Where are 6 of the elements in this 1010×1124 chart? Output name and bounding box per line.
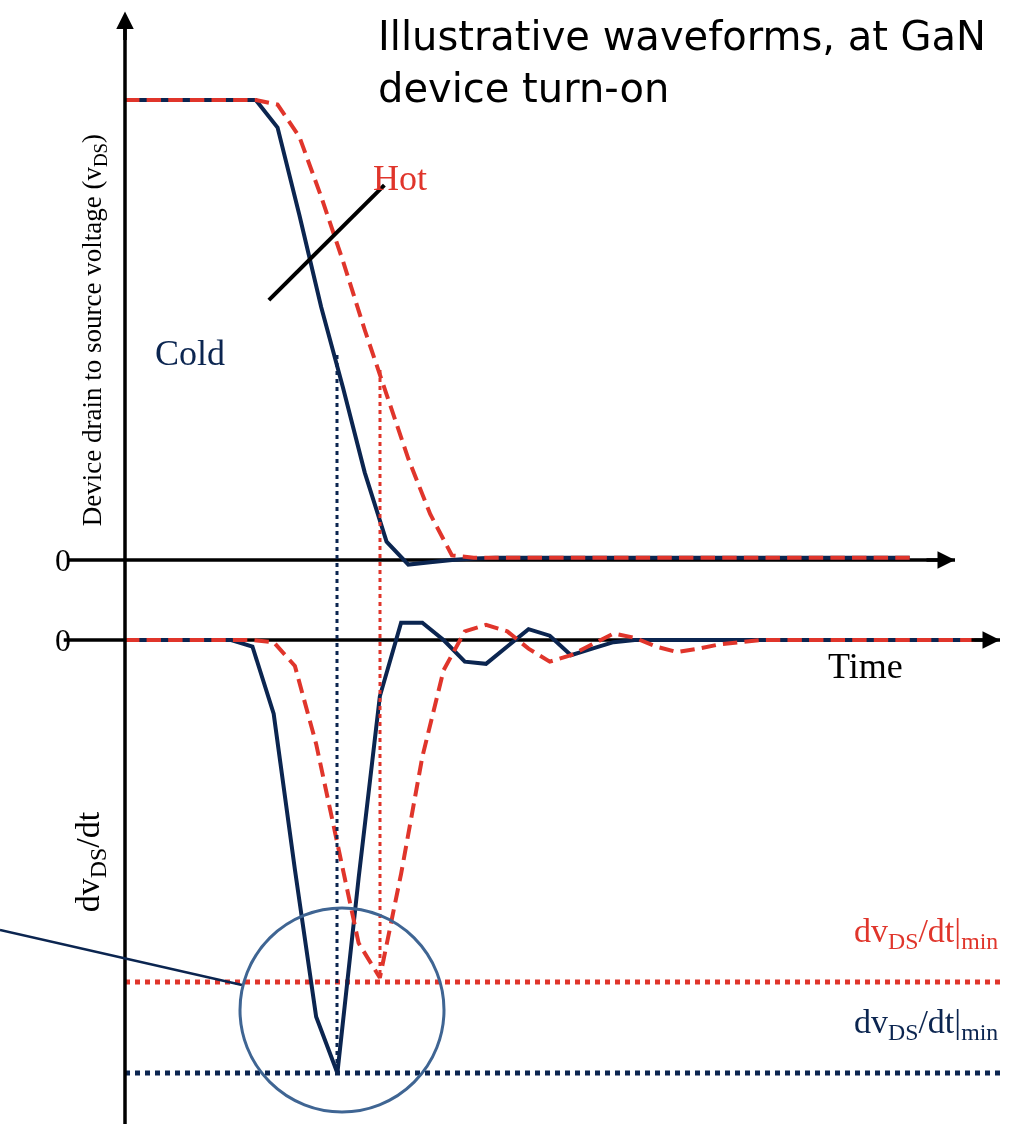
x-axis-title: Time xyxy=(828,646,903,686)
ref-line-label: dv$_{DS}$/dt|$_{min}$ xyxy=(854,1003,999,1046)
series-label: Hot xyxy=(373,158,427,198)
ref-line-label: dv$_{DS}$/dt|$_{min}$ xyxy=(854,912,999,955)
chart-title: Illustrative waveforms, at GaN device turn-on xyxy=(378,12,988,113)
text: Cold xyxy=(155,333,226,373)
